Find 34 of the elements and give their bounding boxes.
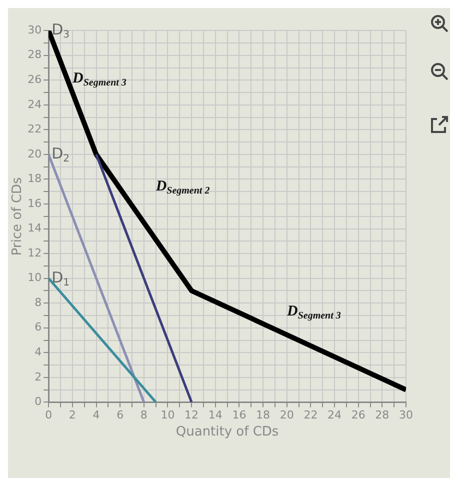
y-tick-label: 22 — [28, 122, 42, 136]
x-tick-label: 10 — [160, 408, 175, 422]
x-tick-label: 22 — [304, 408, 318, 422]
x-tick-label: 24 — [328, 408, 342, 422]
x-tick-label: 8 — [140, 408, 148, 422]
x-tick-label: 14 — [208, 408, 222, 422]
y-tick-label: 20 — [28, 147, 42, 160]
y-tick-label: 28 — [28, 48, 42, 62]
x-tick-label: 12 — [184, 408, 199, 422]
x-tick-label: 16 — [232, 408, 246, 422]
y-tick-label: 0 — [34, 395, 42, 408]
x-tick-label: 6 — [116, 408, 124, 422]
y-tick-label: 2 — [34, 370, 42, 384]
y-tick-label: 26 — [28, 73, 42, 86]
y-tick-label: 4 — [34, 346, 42, 359]
y-tick-label: 18 — [28, 172, 42, 186]
x-tick-label: 18 — [256, 408, 270, 422]
y-tick-label: 6 — [34, 320, 42, 334]
y-tick-label: 14 — [28, 222, 42, 235]
x-tick-label: 28 — [375, 408, 390, 422]
y-tick-label: 24 — [28, 98, 42, 111]
x-tick-label: 20 — [280, 408, 294, 422]
y-axis-title: Price of CDs — [10, 176, 26, 256]
y-tick-label: 12 — [28, 246, 42, 260]
x-tick-label: 0 — [45, 408, 52, 422]
x-tick-label: 26 — [351, 408, 366, 422]
x-tick-label: 30 — [399, 408, 413, 422]
y-tick-label: 8 — [34, 296, 42, 309]
y-tick-label: 16 — [28, 196, 42, 210]
x-tick-label: 2 — [68, 408, 76, 422]
x-tick-label: 4 — [92, 408, 100, 422]
y-tick-label: 30 — [28, 23, 42, 36]
y-tick-label: 10 — [28, 271, 42, 284]
x-axis-title: Quantity of CDs — [176, 424, 279, 440]
